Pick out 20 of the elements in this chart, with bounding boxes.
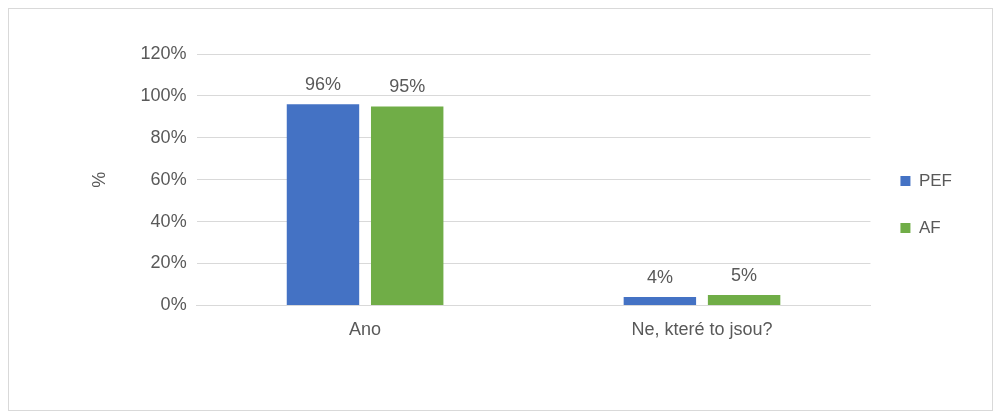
bar bbox=[286, 104, 360, 305]
data-label: 5% bbox=[731, 264, 758, 285]
data-label: 4% bbox=[646, 266, 673, 287]
bar bbox=[623, 297, 697, 305]
data-label: 95% bbox=[389, 76, 426, 97]
x-tick-label: Ano bbox=[349, 319, 382, 340]
y-axis-title: % bbox=[88, 171, 109, 188]
legend-label: PEF bbox=[918, 170, 952, 190]
bar bbox=[370, 106, 444, 305]
x-tick-label: Ne, které to jsou? bbox=[631, 319, 773, 340]
y-tick-label: 20% bbox=[150, 252, 187, 273]
data-label: 96% bbox=[304, 74, 341, 95]
y-tick-label: 120% bbox=[140, 42, 187, 63]
legend-label: AF bbox=[918, 217, 941, 237]
y-tick-label: 100% bbox=[140, 84, 187, 105]
y-tick-label: 40% bbox=[150, 210, 187, 231]
bar bbox=[707, 294, 781, 305]
y-tick-label: 60% bbox=[150, 168, 187, 189]
y-tick-label: 80% bbox=[150, 126, 187, 147]
y-tick-label: 0% bbox=[160, 294, 187, 315]
